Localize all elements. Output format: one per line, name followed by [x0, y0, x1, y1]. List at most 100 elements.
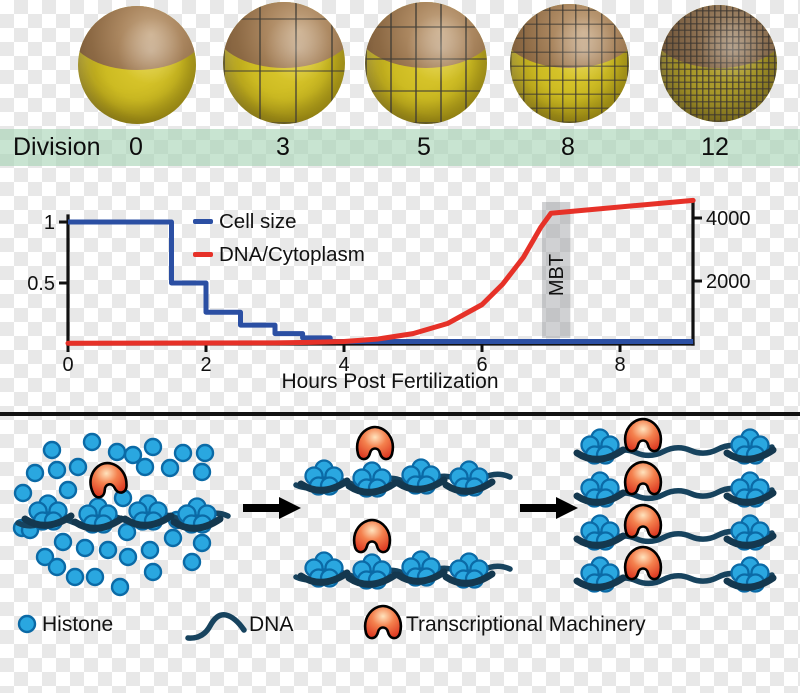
right-tick-label: 4000 — [706, 208, 751, 230]
histone-icon — [107, 442, 127, 462]
x-tick-label: 8 — [614, 354, 625, 376]
embryo-sphere-division-12 — [660, 5, 777, 122]
nucleosome-icon — [577, 473, 623, 507]
chromatin-diagram: Histone DNA Transcriptional Machinery — [12, 417, 800, 641]
histone-icon — [160, 458, 180, 478]
division-count-1: 3 — [276, 133, 290, 161]
division-count-4: 12 — [701, 133, 729, 161]
histone-icon — [195, 443, 215, 463]
histone-legend-label: Histone — [42, 613, 113, 636]
histone-icon — [85, 567, 105, 587]
histone-icon — [143, 562, 163, 582]
histone-icon — [182, 552, 202, 572]
sphere-gloss — [660, 5, 777, 122]
nucleosome-icon — [446, 462, 492, 496]
histone-icon — [82, 432, 102, 452]
embryo-sphere-division-3 — [223, 2, 345, 124]
nucleosome-icon — [727, 430, 773, 464]
embryo-sphere-division-0 — [78, 6, 196, 124]
dna-icon — [185, 611, 247, 641]
nucleosome-icon — [301, 553, 347, 587]
histone-icon — [17, 614, 37, 634]
sphere-gloss — [365, 2, 487, 124]
transcriptional-machinery-icon — [623, 417, 663, 453]
dna-cytoplasm-legend-swatch — [193, 252, 213, 257]
embryo-sphere-division-5 — [365, 2, 487, 124]
progression-arrows — [243, 497, 578, 519]
transcriptional-machinery-icon — [85, 458, 130, 500]
histone-icon — [13, 483, 33, 503]
division-label: Division — [13, 133, 101, 161]
nucleosome-icon — [349, 463, 395, 497]
cleavage-lines — [660, 5, 777, 122]
cell-size-dna-chart: 0 2 4 6 8 1 0.5 4000 2000 MBT Cell size DNA/Cyto… — [27, 197, 751, 393]
cell-size-series — [68, 219, 694, 345]
histone-icon — [110, 577, 130, 597]
histone-icon — [47, 557, 67, 577]
histone-icon — [118, 547, 138, 567]
histone-icon — [192, 462, 212, 482]
right-arrow-icon — [520, 497, 578, 519]
histone-icon — [98, 540, 118, 560]
nucleosome-icon — [727, 558, 773, 592]
histone-icon — [65, 567, 85, 587]
animal-pole — [78, 6, 196, 70]
histone-icon — [135, 457, 155, 477]
nucleosome-icon — [727, 473, 773, 507]
x-axis-title: Hours Post Fertilization — [281, 370, 498, 393]
histone-icon — [140, 540, 160, 560]
nucleosome-icon — [577, 558, 623, 592]
histone-icon — [75, 538, 95, 558]
transcriptional-machinery-icon — [355, 425, 395, 461]
histone-icon — [192, 533, 212, 553]
sphere-gloss — [78, 6, 196, 124]
embryo-sphere-division-8 — [510, 4, 629, 123]
division-count-3: 8 — [561, 133, 575, 161]
late-stage-shading — [660, 5, 777, 122]
histone-icon — [143, 437, 163, 457]
transcriptional-machinery-icon — [623, 460, 663, 496]
cell-size-legend-swatch — [193, 219, 213, 224]
chart-ticks: 0 2 4 6 8 1 0.5 4000 2000 — [27, 208, 750, 376]
dna-legend-label: DNA — [249, 613, 293, 636]
left-tick-label: 0.5 — [27, 273, 55, 295]
nucleosome-icon — [398, 460, 444, 494]
section-divider — [0, 412, 800, 416]
machinery-legend-label: Transcriptional Machinery — [406, 613, 646, 636]
nucleosome-icon — [577, 516, 623, 550]
sphere-gloss — [510, 4, 629, 123]
right-arrow-icon — [243, 497, 301, 519]
histone-icon — [58, 480, 78, 500]
histone-icon — [68, 457, 88, 477]
cleavage-lines — [510, 4, 629, 123]
nucleosome-icon — [349, 555, 395, 589]
division-count-2: 5 — [417, 133, 431, 161]
histone-icon — [25, 463, 45, 483]
dna-cytoplasm-legend-label: DNA/Cytoplasm — [219, 243, 365, 266]
nucleosome-icon — [25, 496, 71, 530]
x-tick-label: 0 — [62, 354, 73, 376]
diagram-legend: Histone DNA Transcriptional Machinery — [17, 604, 646, 641]
chart-legend: Cell size DNA/Cytoplasm — [193, 210, 365, 266]
x-tick-label: 4 — [338, 354, 349, 376]
right-tick-label: 2000 — [706, 271, 751, 293]
transcriptional-machinery-icon — [363, 604, 403, 640]
nucleosome-icon — [446, 554, 492, 588]
division-band: Division 0 3 5 8 12 — [0, 129, 800, 166]
dna-cytoplasm-series — [65, 197, 696, 346]
nucleosome-strands — [15, 417, 773, 592]
nucleosome-icon — [174, 499, 220, 533]
sphere-gloss — [223, 2, 345, 124]
cleavage-lines — [365, 2, 487, 124]
transcriptional-machinery-icon — [352, 518, 392, 554]
nucleosome-icon — [577, 430, 623, 464]
nucleosome-icon — [301, 461, 347, 495]
division-count-0: 0 — [129, 133, 143, 161]
x-tick-label: 2 — [200, 354, 211, 376]
mbt-band — [542, 202, 571, 338]
cleavage-lines — [223, 2, 345, 124]
x-tick-label: 6 — [476, 354, 487, 376]
histone-icon — [173, 443, 193, 463]
transcriptional-machinery-icon — [623, 503, 663, 539]
